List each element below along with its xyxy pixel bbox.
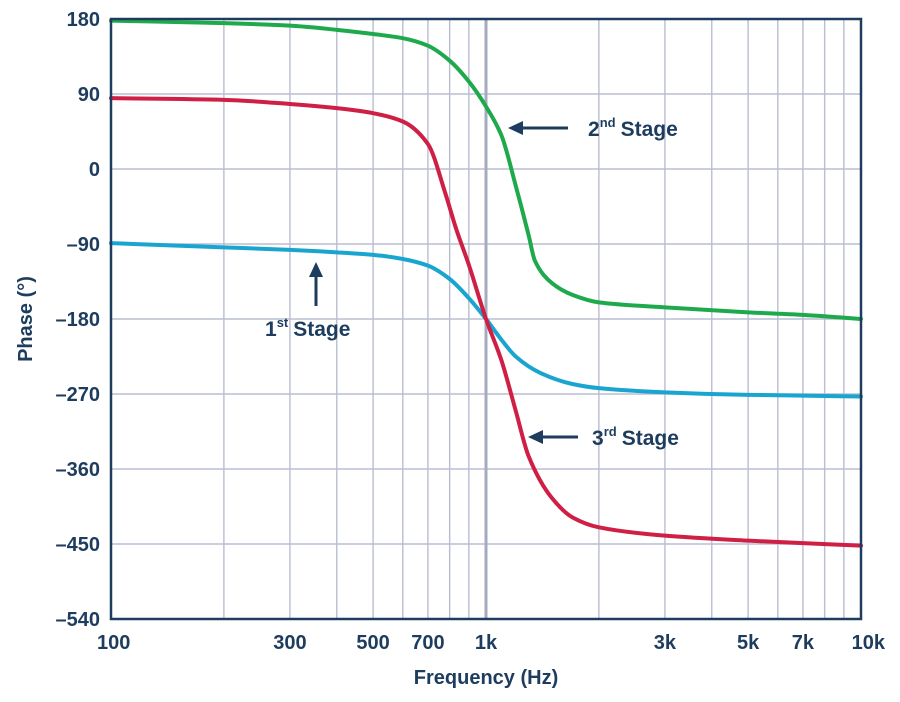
x-tick-label: 500	[356, 632, 389, 654]
annotation-3rd-num: 3	[592, 427, 604, 450]
y-tick-label: –540	[56, 609, 101, 631]
annotation-2nd-text: Stage	[621, 118, 678, 141]
x-tick-label: 7k	[792, 632, 815, 654]
annotation-3rd-stage: 3rd Stage	[528, 424, 679, 450]
x-axis-label: Frequency (Hz)	[414, 667, 558, 689]
annotation-2nd-num: 2	[588, 118, 600, 141]
x-tick-label: 5k	[737, 632, 760, 654]
x-tick-labels: 100 300 500 700 1k 3k 5k 7k 10k	[97, 632, 886, 654]
y-tick-label: 180	[67, 9, 100, 31]
annotation-2nd-sup: nd	[600, 115, 616, 130]
x-tick-label: 10k	[852, 632, 886, 654]
y-tick-label: –270	[56, 384, 101, 406]
y-tick-labels: 180 90 0 –90 –180 –270 –360 –450 –540	[56, 9, 101, 631]
x-tick-label: 1k	[475, 632, 498, 654]
series-line-2nd-stage	[109, 18, 863, 321]
annotation-3rd-sup: rd	[604, 424, 617, 439]
series-layer	[109, 18, 863, 548]
y-tick-label: –360	[56, 459, 101, 481]
annotation-2nd-stage: 2nd Stage	[508, 115, 678, 141]
y-tick-label: –450	[56, 534, 101, 556]
annotations: 1st Stage 2nd Stage 3rd Stage	[265, 115, 679, 450]
series-line-3rd-stage	[109, 96, 863, 548]
y-tick-label: –180	[56, 309, 101, 331]
arrowhead-icon	[309, 262, 323, 277]
x-tick-label: 300	[273, 632, 306, 654]
annotation-1st-sup: st	[277, 315, 289, 330]
x-tick-label: 100	[97, 632, 130, 654]
annotation-1st-stage: 1st Stage	[265, 262, 350, 341]
y-tick-label: 0	[89, 159, 100, 181]
annotation-1st-num: 1	[265, 318, 277, 341]
annotation-1st-text: Stage	[293, 318, 350, 341]
x-tick-label: 700	[411, 632, 444, 654]
arrowhead-icon	[528, 430, 543, 444]
y-tick-label: –90	[67, 234, 100, 256]
plot-frame	[109, 17, 863, 621]
y-tick-label: 90	[78, 84, 100, 106]
y-axis-label: Phase (°)	[15, 276, 37, 362]
arrowhead-icon	[508, 121, 523, 135]
x-tick-label: 3k	[654, 632, 677, 654]
annotation-3rd-text: Stage	[622, 427, 679, 450]
